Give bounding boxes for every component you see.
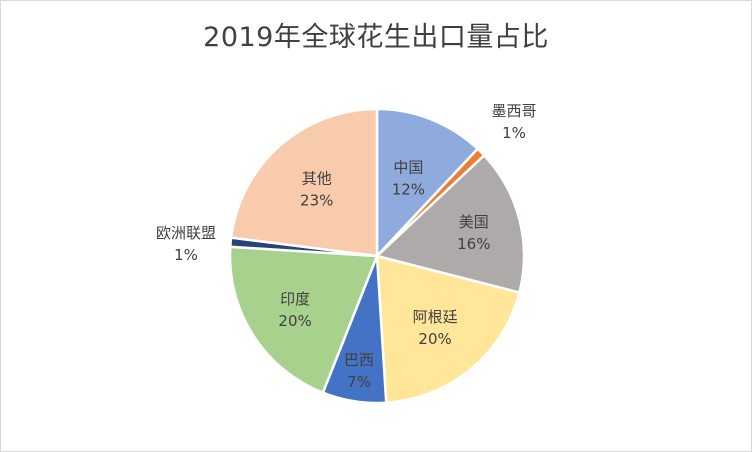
slice-name: 美国 [459, 213, 489, 231]
slice-label-7: 欧洲联盟 1% [156, 224, 216, 264]
slice-percent: 1% [502, 124, 526, 142]
slice-name: 其他 [302, 170, 332, 188]
pie-slice-3 [374, 153, 526, 295]
slice-name: 中国 [393, 159, 423, 177]
slice-percent: 7% [347, 373, 371, 391]
slice-percent: 20% [278, 312, 311, 330]
slice-label-3: 美国 16% [457, 213, 490, 253]
slice-name: 欧洲联盟 [156, 224, 216, 242]
pie-slice-4 [375, 254, 521, 405]
pie-slice-6 [228, 245, 379, 395]
slice-label-5: 巴西 7% [344, 351, 374, 391]
slice-percent: 20% [418, 330, 451, 348]
slice-label-2: 墨西哥 1% [491, 102, 536, 142]
slice-label-4: 阿根廷 20% [413, 308, 458, 348]
slice-name: 巴西 [344, 351, 374, 369]
pie-slice-8 [229, 107, 379, 258]
pie-slices [228, 107, 526, 405]
slice-name: 墨西哥 [491, 102, 536, 120]
slice-label-1: 中国 12% [392, 159, 425, 199]
slice-percent: 16% [457, 235, 490, 253]
pie-labels: 中国 12% 墨西哥 1% 美国 16% 阿根廷 20% 巴西 7% 印度 20% 欧洲联盟 1% 其他 23… [156, 102, 537, 391]
slice-percent: 1% [174, 246, 198, 264]
pie-slice-1 [375, 107, 480, 260]
slice-name: 阿根廷 [413, 308, 458, 326]
chart-title: 2019年全球花生出口量占比 [203, 22, 549, 53]
slice-label-6: 印度 20% [278, 290, 311, 330]
slice-label-8: 其他 23% [300, 170, 333, 210]
slice-name: 印度 [280, 290, 310, 308]
slice-percent: 23% [300, 192, 333, 210]
slice-percent: 12% [392, 181, 425, 199]
